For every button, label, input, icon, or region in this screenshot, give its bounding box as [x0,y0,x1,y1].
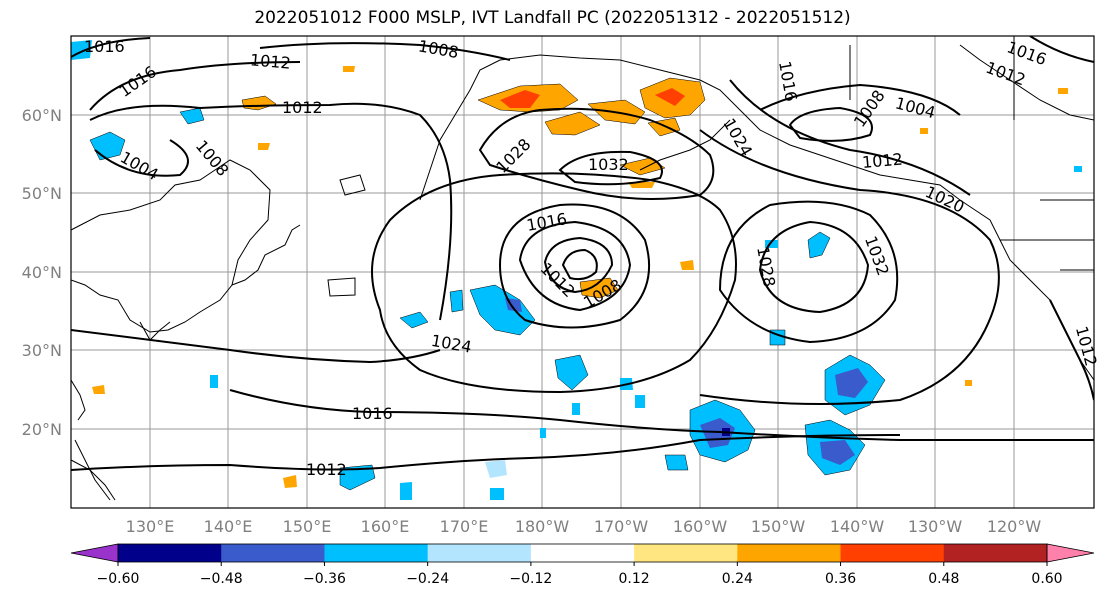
ivt-positive-patches [92,66,1068,488]
colorbar-segment [427,544,532,562]
isobar-label: 1012 [861,149,903,171]
lon-label: 170°W [594,517,649,536]
colorbar-extend-high [1046,543,1095,563]
lat-label-50n: 50°N [22,184,62,203]
lon-label: 130°E [126,517,175,536]
colorbar-segment [943,544,1048,562]
lat-label-30n: 30°N [22,341,62,360]
lat-label-40n: 40°N [22,263,62,282]
isobars [71,36,1094,471]
isobar-label: 1016 [352,404,393,423]
lat-label-20n: 20°N [22,420,62,439]
isobar-label: 1032 [588,155,629,174]
colorbar-tick-label: −0.48 [200,571,243,587]
colorbar-segment [221,544,325,562]
colorbar-segment [840,544,945,562]
colorbar-tick-label: 0.24 [722,571,753,587]
colorbar-tick-label: −0.60 [97,571,140,587]
lon-label: 170°E [440,517,489,536]
colorbar-tick-label: 0.12 [619,571,650,587]
colorbar: −0.60 −0.48 −0.36 −0.24 −0.12 0.12 0.24 0.36 0.4… [70,543,1095,587]
colorbar-segment [634,544,738,562]
lon-label: 130°W [908,517,963,536]
map-frame [70,35,1095,509]
lon-label: 120°W [987,517,1042,536]
colorbar-tick-label: 0.36 [825,571,856,587]
lon-label: 140°E [204,517,253,536]
colorbar-segments [118,544,1048,562]
colorbar-segment [324,544,429,562]
map-title: 2022051012 F000 MSLP, IVT Landfall PC (2… [254,8,851,28]
colorbar-segment [737,544,842,562]
colorbar-tick-label: 0.48 [928,571,959,587]
coastlines [71,36,1094,501]
isobar-label: 1012 [249,50,291,72]
isobar-label: 1012 [306,460,347,479]
colorbar-extend-low [70,543,119,563]
lon-label: 160°W [673,517,728,536]
colorbar-tick-label: −0.36 [303,571,346,587]
isobar-label: 1016 [84,37,125,56]
colorbar-segment [530,544,635,562]
colorbar-ticks: −0.60 −0.48 −0.36 −0.24 −0.12 0.12 0.24 0.36 0.4… [97,562,1063,587]
colorbar-segment [118,544,222,562]
colorbar-tick-label: −0.12 [509,571,552,587]
lon-label: 150°E [283,517,332,536]
lon-label: 180°W [515,517,570,536]
colorbar-tick-label: −0.24 [406,571,449,587]
lon-label: 140°W [830,517,885,536]
latitude-labels: 60°N 50°N 40°N 30°N 20°N [22,106,62,439]
longitude-labels: 130°E 140°E 150°E 160°E 170°E 180°W 170°… [126,517,1042,536]
colorbar-tick-label: 0.60 [1031,571,1062,587]
lon-label: 150°W [751,517,806,536]
colorbar-outline [117,543,1048,563]
isobar-label: 1012 [282,98,323,117]
lon-label: 160°E [361,517,410,536]
lat-label-60n: 60°N [22,106,62,125]
